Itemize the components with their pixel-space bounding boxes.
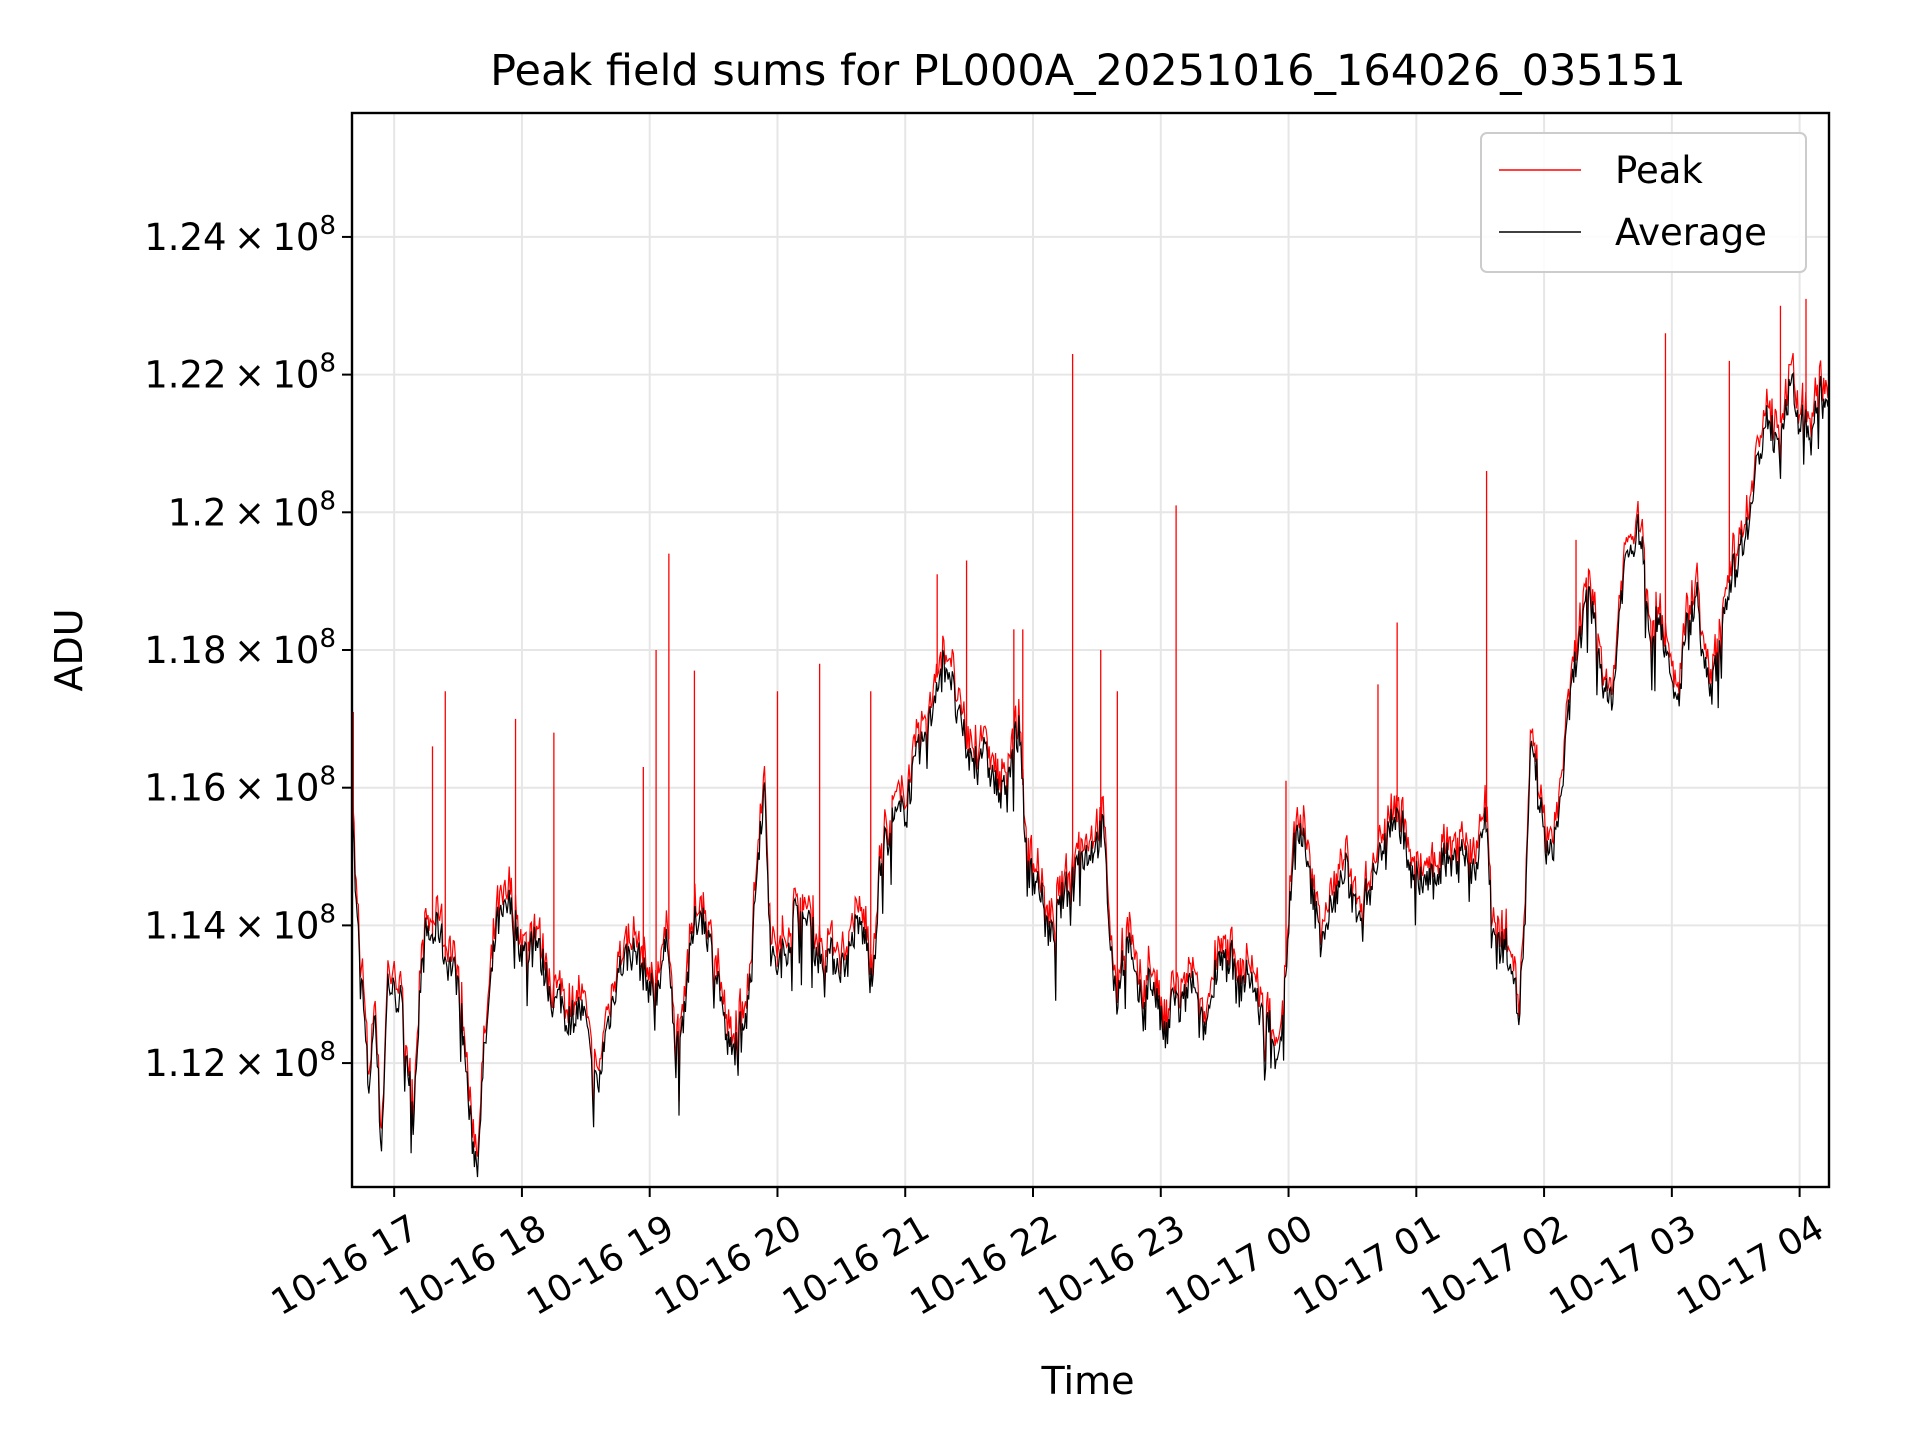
y-tick-label: 1.18 × 108 [144,624,336,672]
legend: Peak Average [1480,132,1807,273]
grid [352,113,1829,1187]
y-axis: 1.12 × 108 1.14 × 108 1.16 × 108 1.18 × 108… [144,211,352,1085]
series-layer [352,119,1829,1178]
chart-title: Peak field sums for PL000A_20251016_1640… [490,46,1686,96]
legend-box [1480,132,1807,273]
legend-average-label: Average [1615,211,1767,254]
y-tick-label: 1.2 × 108 [168,486,336,534]
y-tick-label: 1.14 × 108 [144,899,336,947]
series-peak-line [352,352,1829,1157]
y-tick-label: 1.16 × 108 [144,762,336,810]
legend-peak-label: Peak [1615,149,1703,192]
y-axis-label: ADU [47,608,91,691]
y-tick-label: 1.12 × 108 [144,1037,336,1085]
series-average-line [352,372,1829,1178]
x-axis-label: Time [1041,1359,1135,1403]
y-tick-label: 1.22 × 108 [144,349,336,397]
y-tick-label: 1.24 × 108 [144,211,336,259]
